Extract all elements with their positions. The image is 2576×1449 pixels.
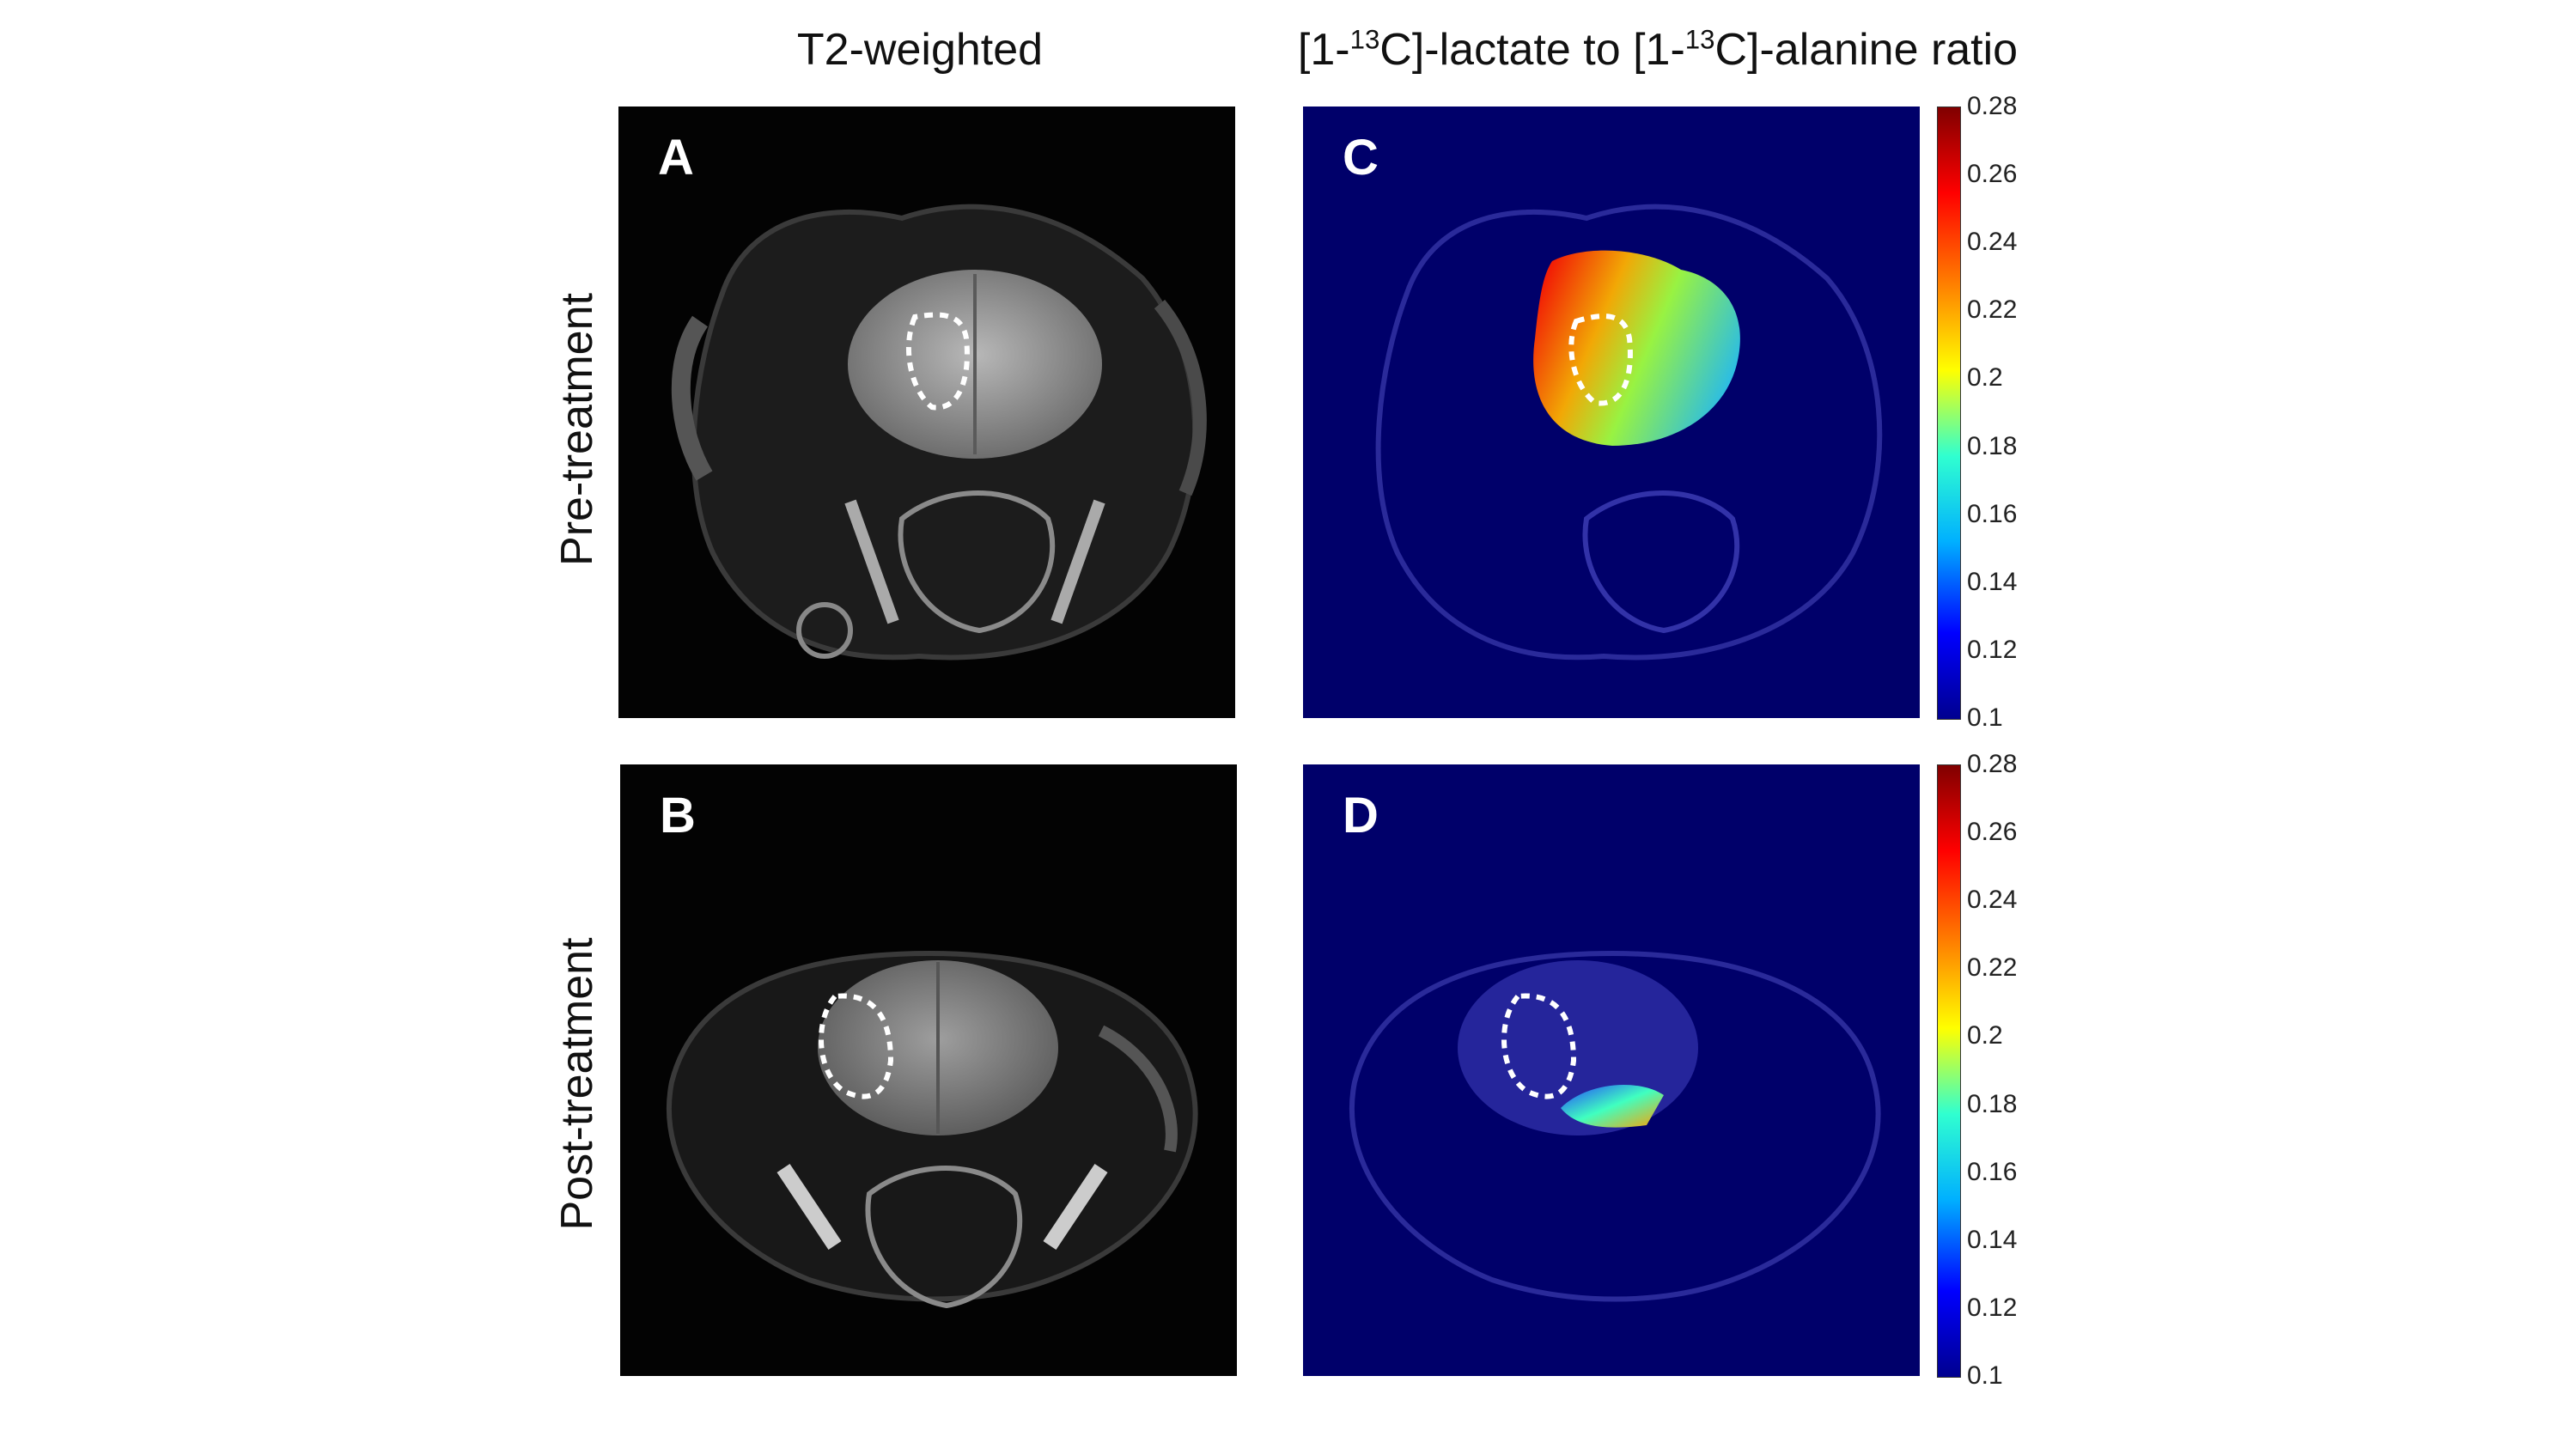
ratio-map-c <box>1375 204 1883 661</box>
panel-c-ratio-pre: C <box>1303 107 1920 718</box>
panel-b-t2-post: B <box>620 764 1237 1376</box>
mri-image-b <box>666 950 1198 1309</box>
colorbar-top-tick-7: 0.14 <box>1967 567 2018 596</box>
colorbar-bottom-tick-5: 0.18 <box>1967 1089 2018 1118</box>
ratio-title-part1: [1- <box>1297 25 1350 75</box>
colorbar-bottom-tick-3: 0.22 <box>1967 953 2018 983</box>
ratio-title-sup1: 13 <box>1349 24 1380 55</box>
panel-a-t2-pre: A <box>618 107 1235 718</box>
colorbar-top-tick-8: 0.12 <box>1967 635 2018 664</box>
panel-d-ratio-post: D <box>1303 764 1920 1376</box>
colorbar-bottom-tick-2: 0.24 <box>1967 886 2018 915</box>
panel-label-d: D <box>1343 788 1379 843</box>
ratio-title-part2: C]-lactate to [1- <box>1379 25 1685 75</box>
colorbar-top-tick-3: 0.22 <box>1967 295 2018 325</box>
row-title-pre: Pre-treatment <box>552 293 602 566</box>
colorbar-bottom-tick-9: 0.1 <box>1967 1361 2003 1390</box>
ratio-map-d <box>1349 950 1881 1302</box>
colorbar-bottom-tick-0: 0.28 <box>1967 750 2018 778</box>
colorbar-bottom <box>1937 764 1961 1378</box>
colorbar-top-tick-4: 0.2 <box>1967 363 2003 393</box>
colorbar-bottom-tick-7: 0.14 <box>1967 1225 2018 1254</box>
colorbar-top-tick-5: 0.18 <box>1967 431 2018 460</box>
panel-label-b: B <box>660 788 696 843</box>
colorbar-bottom-tick-8: 0.12 <box>1967 1293 2018 1322</box>
colorbar-top-tick-0: 0.28 <box>1967 92 2018 120</box>
colorbar-top-tick-1: 0.26 <box>1967 160 2018 189</box>
column-title-ratio: [1-13C]-lactate to [1-13C]-alanine ratio <box>1263 24 2053 76</box>
colorbar-bottom-tick-4: 0.2 <box>1967 1021 2003 1050</box>
colorbar-bottom-tick-6: 0.16 <box>1967 1157 2018 1186</box>
panel-label-a: A <box>658 130 694 186</box>
ratio-title-sup2: 13 <box>1684 24 1715 55</box>
colorbar-top-tick-2: 0.24 <box>1967 228 2018 257</box>
colorbar-bottom-tick-1: 0.26 <box>1967 818 2018 847</box>
column-title-t2: T2-weighted <box>796 25 1044 75</box>
row-title-post: Post-treatment <box>552 937 602 1231</box>
colorbar-top <box>1937 107 1961 720</box>
colorbar-top-tick-9: 0.1 <box>1967 703 2003 732</box>
mri-image-a <box>671 204 1207 661</box>
panel-label-c: C <box>1343 130 1379 186</box>
colorbar-top-tick-6: 0.16 <box>1967 499 2018 528</box>
ratio-title-part3: C]-alanine ratio <box>1714 25 2019 75</box>
